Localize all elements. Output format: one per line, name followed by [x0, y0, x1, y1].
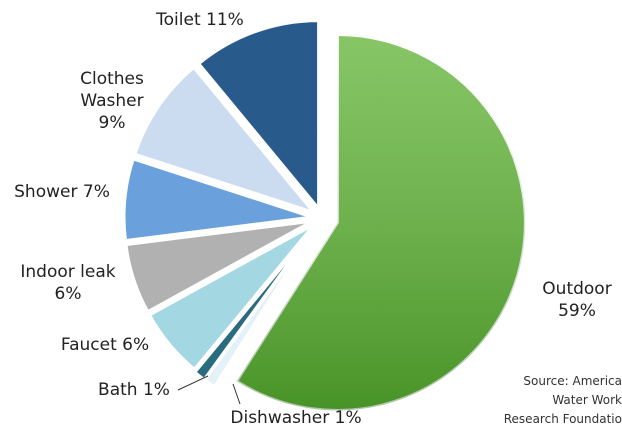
value-label: 6% — [54, 284, 82, 304]
source-line: Source: America — [523, 374, 622, 388]
pie-slice — [147, 223, 316, 372]
value-label: 1% — [334, 407, 362, 428]
leader-line — [232, 383, 241, 405]
category-label: Toilet — [156, 9, 201, 30]
slice-label: Outdoor 59% — [532, 278, 622, 322]
pie-slice — [124, 219, 314, 314]
category-label: Faucet — [60, 334, 117, 355]
value-label: 7% — [82, 181, 110, 202]
source: Source: America Water Work Research Founda… — [504, 372, 622, 428]
category-label: Clothes Washer — [80, 68, 144, 111]
category-label: Dishwasher — [230, 407, 330, 428]
category-label: Bath — [98, 379, 138, 400]
pie-slice — [133, 65, 319, 216]
pie-slice — [196, 19, 321, 213]
slice-label: Clothes Washer 9% — [67, 68, 157, 134]
value-label: 9% — [98, 113, 126, 134]
slice-label: Dishwasher 1% — [196, 407, 396, 428]
value-label: 11% — [206, 9, 244, 30]
leader-line — [177, 375, 209, 391]
source-line: Research Foundatio — [503, 412, 622, 427]
category-label: Shower — [14, 181, 78, 202]
slice-label: Faucet 6% — [35, 334, 175, 356]
slice-label: Shower 7% — [0, 181, 132, 203]
pie-slice — [122, 157, 313, 243]
category-label: Outdoor — [542, 278, 612, 299]
slice-shading — [236, 34, 526, 411]
slice-label: Bath 1% — [74, 379, 194, 401]
value-label: 59% — [558, 301, 596, 321]
slice-label: Indoor leak 6% — [3, 261, 133, 305]
source-line: Water Work — [552, 393, 622, 408]
value-label: 6% — [122, 334, 150, 355]
pie-slice — [192, 226, 316, 382]
category-label: Indoor leak — [20, 261, 116, 282]
slice-label: Toilet 11% — [130, 9, 270, 31]
value-label: 1% — [142, 379, 170, 400]
